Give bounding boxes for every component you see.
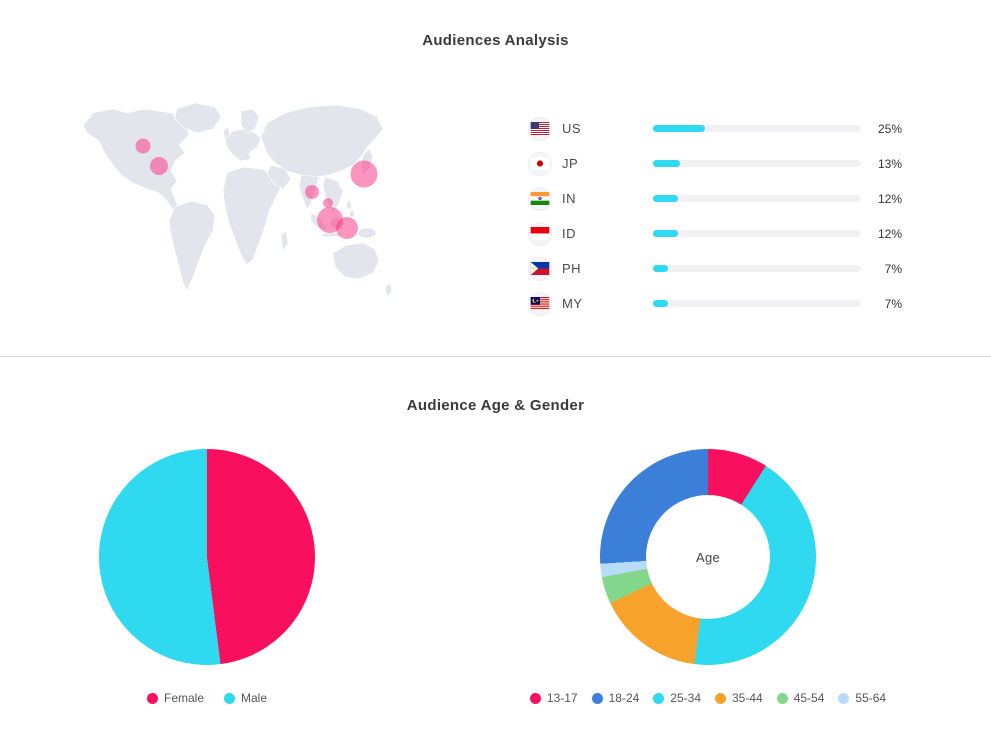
country-share-bar-track [653,160,861,167]
country-percent: 7% [884,296,902,311]
region-uk [222,126,231,140]
age-legend: 13-17 18-24 25-34 35-44 45-54 55-64 [498,691,918,705]
country-row: IN 12% [528,181,902,216]
country-list: US 25% JP 13% IN 12% ID 12% PH 7% MY 7% [528,111,902,321]
region-philippine-islands-2 [349,210,355,218]
legend-dot [591,692,603,704]
legend-label: Male [241,691,268,705]
audiences-analysis-section: Audiences Analysis [0,0,991,357]
continent-australia [332,242,380,280]
map-bubble-japan [350,160,378,188]
legend-dot [776,692,788,704]
country-code: MY [562,296,583,311]
legend-dot [838,692,850,704]
map-bubble-india [305,185,319,199]
gender-pie-chart [99,449,315,665]
map-bubble-thailand [323,198,333,208]
legend-dot [224,692,235,704]
continent-south-america [168,200,216,292]
map-bubble-canada [135,138,151,154]
legend-dot [653,692,665,704]
country-percent: 12% [877,226,902,241]
world-map [82,102,393,298]
age-gender-section-title: Audience Age & Gender [406,397,585,415]
legend-label: 13-17 [546,691,578,705]
country-percent: 12% [877,191,902,206]
continent-asia [260,104,384,178]
my-flag-icon [528,291,552,316]
country-code: US [562,121,582,136]
country-row: JP 13% [528,146,902,181]
audience-bubbles [135,138,378,239]
legend-item-male[interactable]: Male [224,691,267,705]
country-share-bar-track [653,265,861,272]
in-flag-icon [528,186,552,211]
ph-flag-icon [528,256,552,281]
map-bubble-us [150,157,168,175]
continent-north-america [82,108,190,218]
country-row: PH 7% [528,251,902,286]
country-row: ID 12% [528,216,902,251]
map-bubble-philippines [336,217,358,239]
legend-dot [529,692,541,704]
country-share-bar-fill [653,300,668,307]
legend-label: 18-24 [608,691,640,705]
country-share-bar-track [653,230,861,237]
age-gender-section: Audience Age & Gender Age Female Male 13-… [0,357,991,745]
region-new-guinea [357,227,377,239]
continent-greenland [174,102,222,134]
country-percent: 7% [884,261,902,276]
country-percent: 25% [877,121,902,136]
legend-item-25-34[interactable]: 25-34 [653,691,701,705]
legend-label: Female [163,691,204,705]
region-madagascar [280,230,289,252]
country-code: PH [562,261,582,276]
country-share-bar-fill [653,125,705,132]
legend-dot [146,692,158,704]
jp-flag-icon [528,151,552,176]
legend-label: 35-44 [732,691,763,705]
country-row: MY 7% [528,286,902,321]
country-share-bar-track [653,195,861,202]
country-share-bar-track [653,300,861,307]
legend-label: 25-34 [670,691,701,705]
legend-item-45-54[interactable]: 45-54 [776,691,825,705]
country-code: ID [562,226,576,241]
region-arabia [266,164,292,190]
country-row: US 25% [528,111,902,146]
country-share-bar-fill [653,160,681,167]
legend-label: 55-64 [855,691,887,705]
region-new-zealand [384,282,393,298]
country-share-bar-fill [653,265,668,272]
country-share-bar-track [653,125,861,132]
country-share-bar-fill [653,195,678,202]
legend-item-13-17[interactable]: 13-17 [529,691,578,705]
us-flag-icon [528,116,552,141]
legend-dot [715,692,726,704]
legend-item-female[interactable]: Female [146,691,204,705]
age-donut-center-label: Age [646,495,770,619]
audiences-section-title: Audiences Analysis [422,32,569,50]
id-flag-icon [528,221,552,246]
legend-item-18-24[interactable]: 18-24 [591,691,640,705]
age-donut-chart: Age [600,449,816,665]
country-code: IN [562,191,576,206]
region-philippine-islands [346,200,352,210]
continents [82,102,393,298]
continent-europe [224,128,262,162]
country-code: JP [562,156,579,171]
country-percent: 13% [877,156,902,171]
country-share-bar-fill [653,230,678,237]
legend-label: 45-54 [793,691,825,705]
legend-item-35-44[interactable]: 35-44 [715,691,763,705]
region-scandinavia [240,108,260,134]
gender-legend: Female Male [99,691,315,705]
legend-item-55-64[interactable]: 55-64 [838,691,886,705]
